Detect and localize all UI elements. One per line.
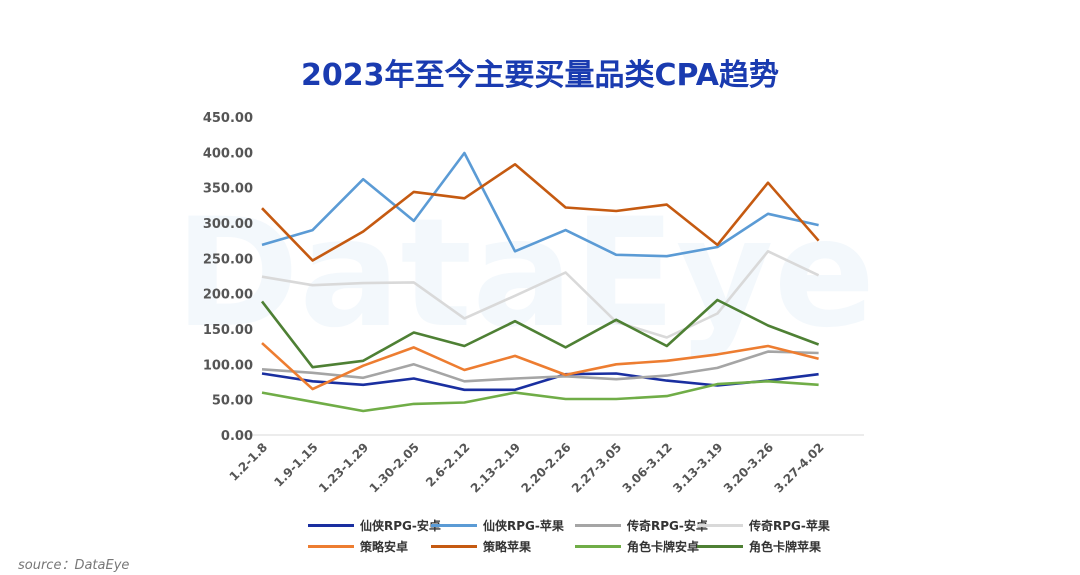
legend-item: 角色卡牌安卓	[575, 538, 699, 554]
legend-swatch	[431, 523, 477, 527]
series-line-2	[261, 350, 819, 383]
legend-swatch	[575, 544, 621, 548]
legend-swatch	[575, 523, 621, 527]
y-tick-label: 400.00	[203, 146, 253, 161]
legend-item: 策略苹果	[431, 538, 531, 554]
series-line-5	[261, 163, 820, 262]
legend-label: 仙侠RPG-苹果	[483, 518, 564, 533]
x-tick-label: 1.30-2.05	[367, 440, 422, 495]
chart-title: 2023年至今主要买量品类CPA趋势	[301, 58, 779, 93]
legend-item: 传奇RPG-苹果	[697, 517, 830, 533]
legend-label: 传奇RPG-苹果	[749, 518, 830, 533]
series-line-6	[261, 379, 819, 413]
y-tick-label: 50.00	[212, 394, 253, 409]
series-line-4	[261, 342, 819, 391]
x-tick-label: 3.13-3.19	[670, 440, 725, 495]
x-tick-label: 2.27-3.05	[569, 440, 624, 495]
legend-item: 仙侠RPG-苹果	[431, 517, 564, 533]
x-tick-label: 1.23-1.29	[316, 440, 371, 495]
legend-swatch	[308, 544, 354, 548]
series-layer	[260, 151, 820, 413]
y-tick-label: 150.00	[203, 323, 253, 338]
legend-label: 角色卡牌安卓	[627, 539, 700, 554]
legend-item: 角色卡牌苹果	[697, 538, 821, 554]
series-line-7	[260, 298, 820, 369]
y-tick-label: 100.00	[203, 358, 253, 373]
legend-swatch	[697, 544, 743, 548]
y-tick-label: 350.00	[203, 182, 253, 197]
series-line-1	[261, 151, 819, 258]
legend-item: 策略安卓	[308, 538, 408, 554]
legend-item: 传奇RPG-安卓	[575, 517, 708, 533]
legend-label: 策略苹果	[483, 539, 532, 554]
y-tick-label: 300.00	[203, 217, 253, 232]
legend-label: 策略安卓	[360, 539, 409, 554]
y-tick-label: 450.00	[203, 111, 253, 126]
x-tick-label: 2.6-2.12	[423, 440, 472, 489]
x-tick-label: 1.2-1.8	[227, 440, 270, 483]
legend-label: 角色卡牌苹果	[749, 539, 822, 554]
legend-label: 传奇RPG-安卓	[627, 518, 708, 533]
x-tick-label: 3.06-3.12	[620, 440, 675, 495]
x-tick-label: 3.20-3.26	[721, 440, 776, 495]
legend-label: 仙侠RPG-安卓	[360, 518, 441, 533]
x-tick-label: 3.27-4.02	[771, 440, 826, 495]
y-tick-label: 200.00	[203, 288, 253, 303]
x-tick-label: 2.20-2.26	[518, 440, 573, 495]
x-tick-label: 1.9-1.15	[271, 440, 320, 489]
x-tick-label: 2.13-2.19	[468, 440, 523, 495]
y-tick-label: 250.00	[203, 252, 253, 267]
legend-swatch	[308, 523, 354, 527]
watermark: DataEye	[175, 187, 876, 361]
y-tick-label: 0.00	[221, 429, 253, 444]
legend-swatch	[431, 544, 477, 548]
legend-swatch	[697, 523, 743, 527]
source-note: source：DataEye	[18, 558, 130, 573]
legend-item: 仙侠RPG-安卓	[308, 517, 441, 533]
